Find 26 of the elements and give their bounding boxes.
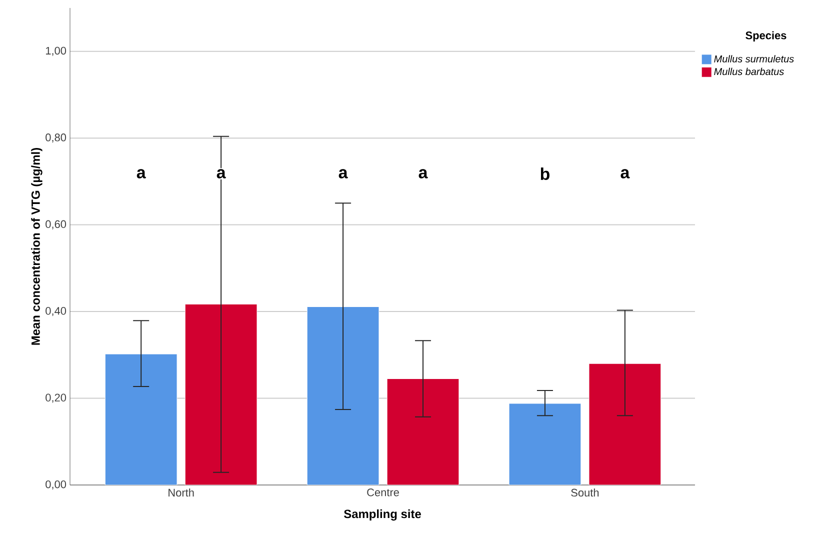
legend-label: Mullus surmuletus <box>714 55 794 62</box>
bar <box>184 304 258 485</box>
annotation: a <box>338 169 348 178</box>
annotation: a <box>216 169 226 178</box>
y-tick-label: 0,80 <box>46 134 66 143</box>
bar <box>306 306 380 485</box>
x-tick-label: North <box>168 488 194 497</box>
bar <box>104 354 178 485</box>
x-tick-label: South <box>571 488 599 497</box>
annotation: a <box>620 169 630 178</box>
bar <box>386 378 460 485</box>
x-tick-label: Centre <box>367 488 399 496</box>
annotation: a <box>418 169 428 178</box>
y-tick-label: 0,40 <box>46 307 66 316</box>
legend-title: Species <box>746 31 786 42</box>
annotation: a <box>136 169 146 178</box>
bar <box>508 403 582 485</box>
y-tick-label: 1,00 <box>46 46 66 56</box>
y-tick-label: 0,60 <box>46 220 66 230</box>
x-axis-title: Sampling site <box>344 509 421 521</box>
y-tick-label: 0,00 <box>46 480 66 490</box>
bar <box>588 363 662 485</box>
y-axis-title: Mean concentration of VTG (µg/ml) <box>31 148 42 345</box>
y-tick-label: 0,20 <box>46 394 66 403</box>
annotation: b <box>540 168 550 180</box>
legend-label: Mullus barbatus <box>714 68 784 76</box>
